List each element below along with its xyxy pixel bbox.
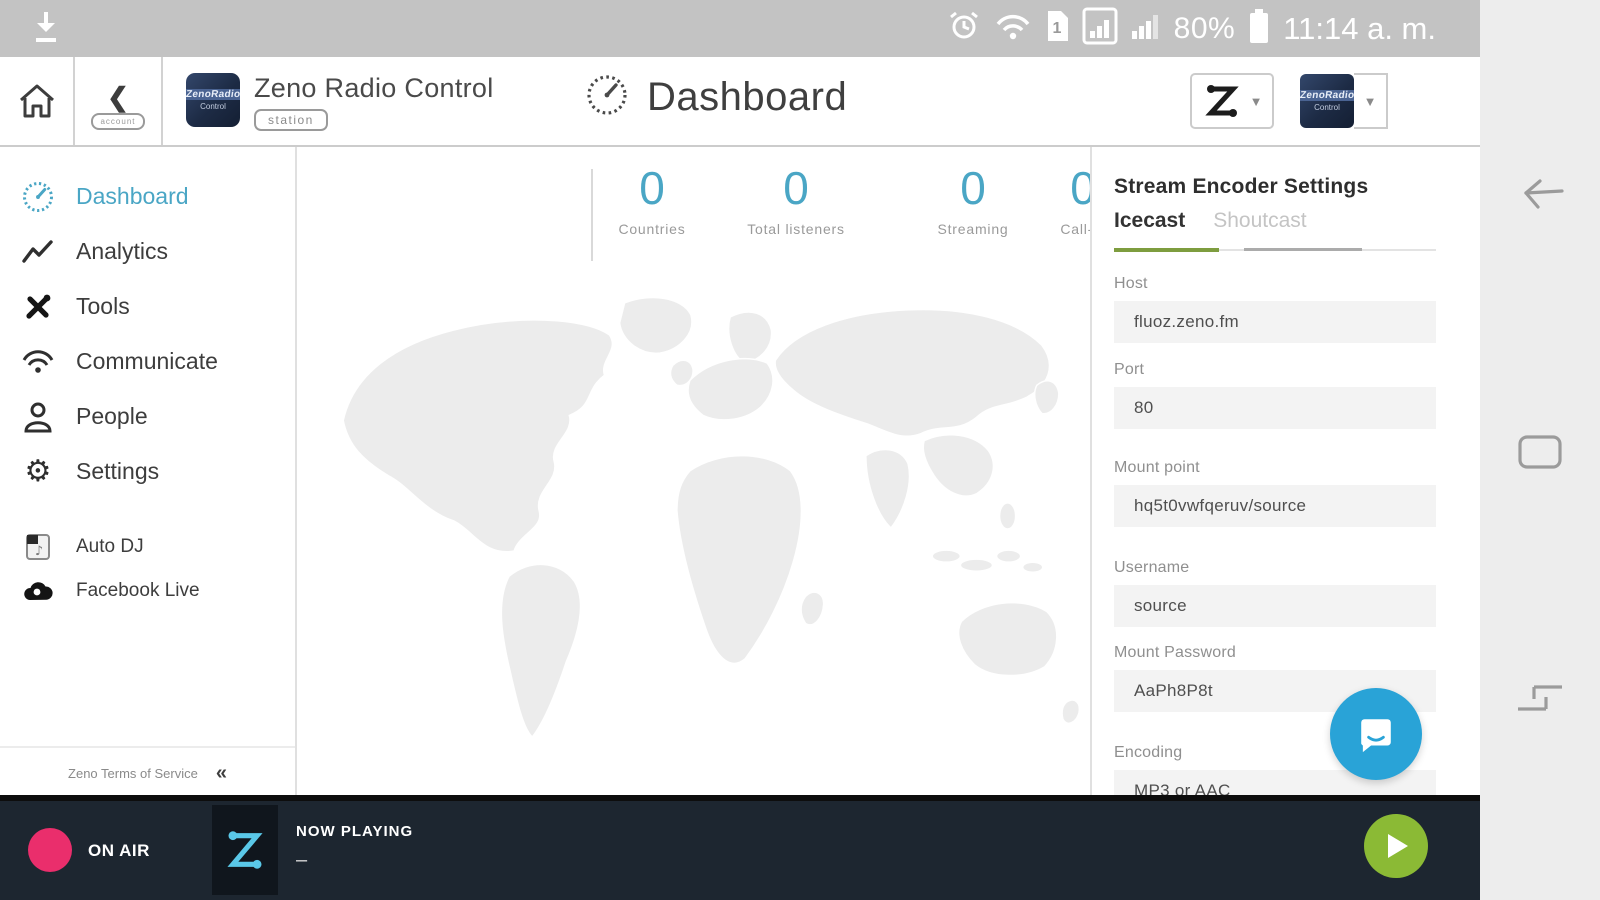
- sidebar-item-analytics[interactable]: Analytics: [0, 224, 295, 279]
- sidebar-item-communicate[interactable]: Communicate: [0, 334, 295, 389]
- encoding-label: Encoding: [1114, 744, 1183, 761]
- now-playing-value: –: [296, 849, 308, 871]
- zeno-radio-logo: ZenoRadio Control: [186, 73, 240, 127]
- android-back-icon[interactable]: [1508, 168, 1572, 228]
- sidebar-item-tools[interactable]: Tools: [0, 279, 295, 334]
- stat-value: 0: [960, 162, 986, 214]
- android-home-icon[interactable]: [1508, 422, 1572, 482]
- alarm-icon: [947, 9, 981, 48]
- station-badge: station: [254, 109, 328, 131]
- mount-password-label: Mount Password: [1114, 644, 1236, 661]
- svg-text:♪: ♪: [35, 544, 43, 559]
- sidebar-item-label: People: [76, 403, 148, 429]
- on-air-label: ON AIR: [88, 841, 150, 860]
- sidebar-item-label: Settings: [76, 458, 160, 484]
- port-field[interactable]: [1114, 387, 1436, 429]
- stat-streaming: 0 Streaming: [913, 159, 1033, 237]
- stats-divider: [591, 169, 593, 261]
- zeno-z-logo: [212, 805, 278, 895]
- sidebar-item-auto-dj[interactable]: ♪ Auto DJ: [0, 525, 295, 569]
- home-button[interactable]: [0, 57, 75, 145]
- host-label: Host: [1114, 275, 1148, 292]
- world-map: [303, 262, 1087, 790]
- gauge-icon: [20, 179, 56, 215]
- tools-icon: [20, 292, 56, 322]
- username-label: Username: [1114, 559, 1190, 576]
- page-title: Dashboard: [647, 75, 848, 119]
- stat-total-listeners: 0 Total listeners: [725, 159, 867, 237]
- stats-row: 0 Countries 0 Total listeners 0 Streamin…: [297, 147, 1105, 272]
- mount-point-label: Mount point: [1114, 459, 1200, 476]
- stat-label: Total listeners: [747, 221, 845, 237]
- person-icon: [20, 401, 56, 433]
- line-chart-icon: [20, 239, 56, 265]
- tab-shoutcast[interactable]: Shoutcast: [1213, 209, 1307, 232]
- now-playing-label: NOW PLAYING: [296, 823, 414, 840]
- play-icon: [1388, 834, 1408, 858]
- stream-encoder-panel: Stream Encoder Settings Icecast Shoutcas…: [1090, 147, 1480, 795]
- sidebar-item-settings[interactable]: ⚙ Settings: [0, 444, 295, 499]
- sidebar-item-label: Dashboard: [76, 183, 189, 209]
- sidebar-item-facebook-live[interactable]: Facebook Live: [0, 569, 295, 613]
- zeno-z-icon: [1204, 85, 1239, 117]
- station-dropdown[interactable]: ZenoRadio Control ▼: [1300, 73, 1388, 129]
- mount-point-field[interactable]: [1114, 485, 1436, 527]
- panel-title: Stream Encoder Settings: [1114, 175, 1369, 198]
- chat-launcher-button[interactable]: [1330, 688, 1422, 780]
- station-logo: ZenoRadio Control: [1300, 74, 1354, 128]
- network-usage-icon: [1082, 7, 1118, 50]
- android-nav-strip: [1480, 0, 1600, 900]
- chevron-left-icon: ❮: [107, 81, 129, 112]
- wifi-icon: [994, 10, 1032, 47]
- terms-of-service-link[interactable]: Zeno Terms of Service: [68, 766, 198, 781]
- sim-card-icon: 1: [1045, 10, 1069, 47]
- chevron-down-icon: ▼: [1249, 93, 1263, 109]
- play-button[interactable]: [1364, 814, 1428, 878]
- sidebar-item-dashboard[interactable]: Dashboard: [0, 169, 295, 224]
- sidebar-item-label: Facebook Live: [76, 580, 200, 601]
- gear-icon: ⚙: [24, 453, 52, 489]
- player-bar: ON AIR NOW PLAYING –: [0, 795, 1480, 900]
- android-recents-icon[interactable]: [1508, 668, 1572, 728]
- tab-indicator: [1114, 248, 1436, 253]
- gauge-icon: [583, 71, 631, 124]
- cloud-icon: [20, 579, 56, 603]
- account-dropdown[interactable]: ▼: [1190, 73, 1274, 129]
- stat-countries: 0 Countries: [597, 159, 707, 237]
- broadcast-icon: [20, 348, 56, 376]
- brand-block: ZenoRadio Control Zeno Radio Control sta…: [186, 73, 494, 131]
- sidebar-item-label: Tools: [76, 293, 130, 319]
- battery-icon: [1248, 8, 1270, 49]
- sidebar-item-label: Communicate: [76, 348, 218, 374]
- android-status-bar: 1 80% 11:14 a. m.: [0, 0, 1480, 57]
- app-header: ❮ account ZenoRadio Control Zeno Radio C…: [0, 57, 1480, 147]
- sidebar-item-label: Auto DJ: [76, 536, 144, 557]
- stat-value: 0: [639, 162, 665, 214]
- account-badge: account: [91, 112, 145, 130]
- battery-percent: 80%: [1173, 11, 1236, 45]
- clock-time: 11:14 a. m.: [1283, 10, 1436, 46]
- sim-slot-number: 1: [1052, 20, 1061, 37]
- sidebar-item-label: Analytics: [76, 238, 169, 264]
- port-label: Port: [1114, 361, 1145, 378]
- sidebar: Dashboard Analytics Tools Communicate: [0, 147, 297, 795]
- tab-icecast[interactable]: Icecast: [1114, 209, 1186, 232]
- username-field[interactable]: [1114, 585, 1436, 627]
- sidebar-item-people[interactable]: People: [0, 389, 295, 444]
- download-icon: [28, 9, 64, 52]
- collapse-sidebar-icon[interactable]: «: [215, 762, 227, 784]
- chat-bubble-icon: [1361, 719, 1391, 753]
- signal-strength-icon: [1131, 11, 1161, 46]
- autodj-icon: ♪: [20, 533, 56, 561]
- back-button[interactable]: ❮ account: [75, 57, 163, 145]
- stat-label: Countries: [618, 221, 686, 237]
- stat-label: Streaming: [937, 221, 1009, 237]
- host-field[interactable]: [1114, 301, 1436, 343]
- app-title: Zeno Radio Control: [254, 73, 494, 103]
- on-air-indicator: [28, 828, 72, 872]
- chevron-down-icon: ▼: [1363, 93, 1377, 109]
- stat-value: 0: [783, 162, 809, 214]
